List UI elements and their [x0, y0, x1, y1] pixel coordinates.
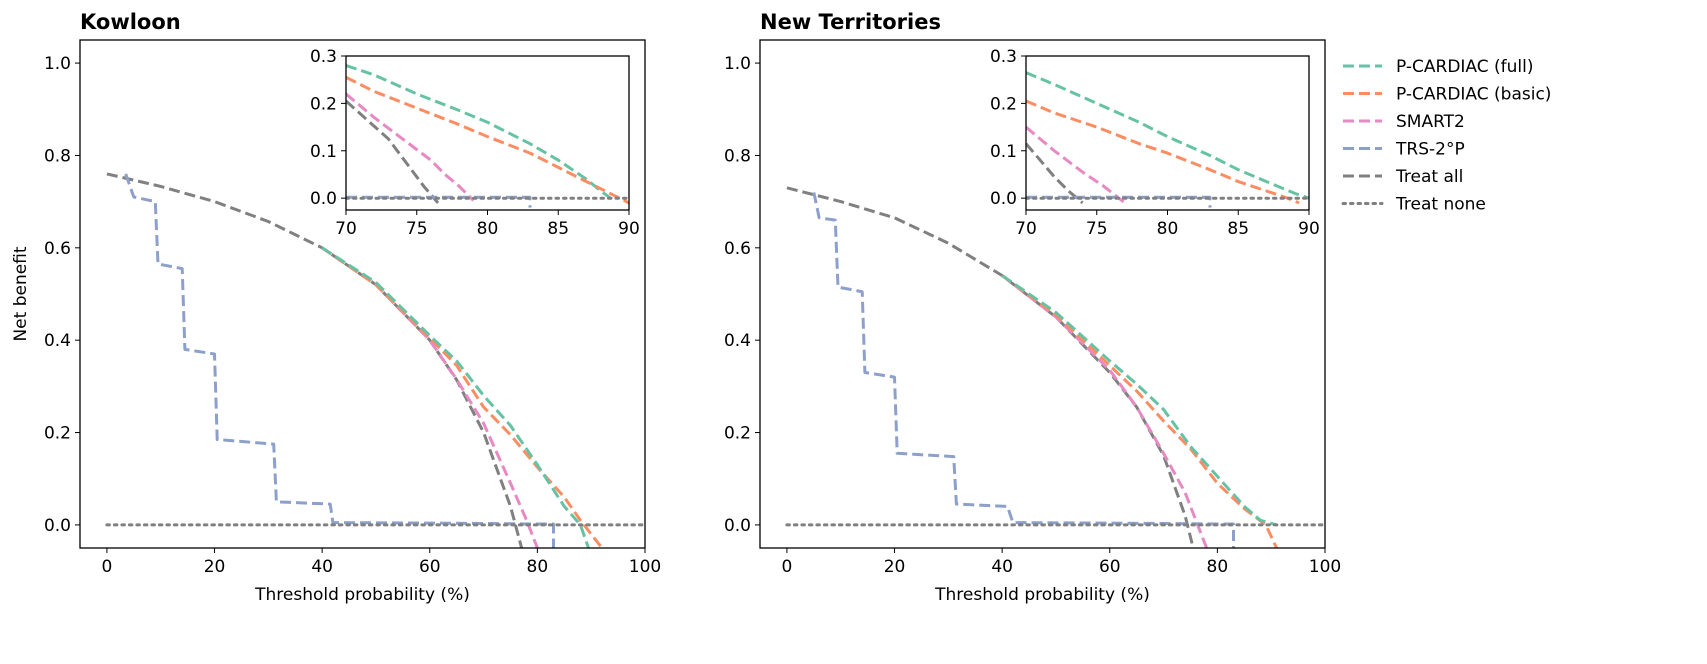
panel-2: 0 20 40 60 80 100 0.0 0.2 0.4 0.6 0.8 1.0 New Territ…: [724, 10, 1341, 605]
panel-2-inset-series-p-cardiac-full: [1026, 71, 1309, 200]
panel-2-x-tick-label: 40: [991, 557, 1013, 577]
panel-2-series-p-cardiac-basic: [1001, 274, 1278, 548]
panel-1-inset-series-p-cardiac-full: [346, 64, 612, 200]
panel-1-title: Kowloon: [80, 10, 181, 34]
panel-1-x-tick-label: 60: [419, 557, 441, 577]
panel-1-inset-y-tick-label: 0.2: [310, 94, 337, 114]
panel-1-y-tick-label: 0.2: [44, 424, 71, 444]
legend-label-trs: TRS-2°P: [1395, 140, 1465, 160]
panel-1-series-trs: [124, 173, 555, 548]
panel-2-series-treat-all: [786, 186, 1195, 548]
panel-2-inset-y-tick-label: 0.1: [990, 142, 1017, 162]
panel-1-y-tick-label: 0.6: [44, 239, 71, 259]
panel-1-x-tick-label: 0: [101, 557, 112, 577]
panel-2-series-smart2: [1001, 274, 1208, 548]
panel-1-y-tick-label: 0.0: [44, 516, 71, 536]
panel-2-x-tick-label: 80: [1207, 557, 1229, 577]
legend: P-CARDIAC (full) P-CARDIAC (basic) SMART2 T…: [1341, 57, 1551, 215]
panel-1-inset-series-treat-all: [346, 99, 440, 204]
panel-1-y-tick-label: 1.0: [44, 54, 71, 74]
panel-1-inset-x-tick-label: 70: [335, 219, 357, 239]
legend-label-treat-none: Treat none: [1395, 195, 1486, 215]
panel-1-x-tick-label: 40: [311, 557, 333, 577]
panel-2-inset: 70 75 80 85 90 0.0 0.1 0.2 0.3: [990, 47, 1320, 239]
panel-2-inset-y-tick-label: 0.0: [990, 189, 1017, 209]
panel-2-y-tick-label: 0.6: [724, 239, 751, 259]
panel-1-y-tick-label: 0.4: [44, 331, 71, 351]
panel-2-inset-x-tick-label: 75: [1086, 219, 1108, 239]
legend-label-p-cardiac-basic: P-CARDIAC (basic): [1396, 85, 1551, 105]
panel-1-x-axis-label: Threshold probability (%): [254, 585, 470, 605]
panel-2-inset-x-tick-label: 85: [1227, 219, 1249, 239]
panel-2-inset-background: [1026, 56, 1309, 210]
panel-2-inset-x-tick-label: 70: [1015, 219, 1037, 239]
panel-1-inset-series-trs: [346, 195, 532, 208]
panel-2-y-tick-label: 0.8: [724, 146, 751, 166]
panel-1-y-axis-label: Net benefit: [11, 246, 31, 341]
panel-1-series-group: [105, 172, 645, 548]
panel-2-inset-y-tick-label: 0.2: [990, 94, 1017, 114]
panel-1: 0 20 40 60 80 100 0.0 0.2 0.4 0.6 0.8 1.0 Kowloon Thr…: [11, 10, 661, 605]
panel-2-y-tick-label: 1.0: [724, 54, 751, 74]
panel-1-series-treat-all: [106, 172, 524, 548]
panel-1-x-tick-label: 20: [204, 557, 226, 577]
panel-2-y-tick-label: 0.2: [724, 424, 751, 444]
panel-2-series-p-cardiac-full: [1001, 274, 1278, 527]
panel-1-inset-x-tick-label: 75: [406, 219, 428, 239]
panel-2-y-tick-label: 0.0: [724, 516, 751, 536]
legend-label-smart2: SMART2: [1396, 112, 1465, 132]
panel-1-x-tick-label: 100: [629, 557, 661, 577]
panel-1-x-tick-label: 80: [527, 557, 549, 577]
panel-1-inset-y-tick-label: 0.0: [310, 189, 337, 209]
panel-2-series-group: [785, 186, 1325, 548]
panel-2-x-axis-label: Threshold probability (%): [934, 585, 1150, 605]
panel-2-frame: [759, 39, 1326, 549]
panel-2-x-tick-label: 0: [781, 557, 792, 577]
panel-2-x-tick-label: 20: [884, 557, 906, 577]
panel-1-series-p-cardiac-full: [321, 246, 590, 548]
panel-2-x-tick-label: 100: [1309, 557, 1341, 577]
panel-1-series-p-cardiac-basic: [321, 246, 604, 548]
panel-2-inset-x-tick-label: 80: [1157, 219, 1179, 239]
panel-1-frame: [79, 39, 646, 549]
panel-1-inset-x-tick-label: 80: [477, 219, 499, 239]
panel-2-title: New Territories: [760, 10, 941, 34]
panel-2-inset-series-trs: [1026, 195, 1212, 208]
panel-2-series-trs: [812, 192, 1235, 548]
panel-1-inset-x-tick-label: 90: [618, 219, 640, 239]
panel-1-inset-y-tick-label: 0.1: [310, 142, 337, 162]
panel-2-inset-x-tick-label: 90: [1298, 219, 1320, 239]
panel-1-inset-series-group: [346, 64, 629, 208]
panel-1-inset-series-smart2: [346, 92, 475, 202]
panel-1-inset-y-tick-label: 0.3: [310, 47, 337, 67]
panel-2-inset-series-group: [1026, 71, 1309, 208]
panel-2-inset-series-treat-all: [1026, 142, 1084, 205]
legend-label-treat-all: Treat all: [1395, 167, 1463, 187]
panel-2-x-tick-label: 60: [1099, 557, 1121, 577]
panel-2-y-tick-label: 0.4: [724, 331, 751, 351]
panel-1-inset-background: [346, 56, 629, 210]
panel-1-inset-x-tick-label: 85: [547, 219, 569, 239]
panel-2-inset-series-p-cardiac-basic: [1026, 99, 1300, 205]
panel-2-inset-y-tick-label: 0.3: [990, 47, 1017, 67]
legend-label-p-cardiac-full: P-CARDIAC (full): [1396, 57, 1534, 77]
panel-1-series-smart2: [321, 246, 539, 548]
panel-1-inset-series-p-cardiac-basic: [346, 75, 629, 205]
panel-1-y-tick-label: 0.8: [44, 146, 71, 166]
panel-2-inset-series-smart2: [1026, 125, 1126, 205]
panel-1-inset: 70 75 80 85 90 0.0 0.1 0.2 0.3: [310, 47, 640, 239]
